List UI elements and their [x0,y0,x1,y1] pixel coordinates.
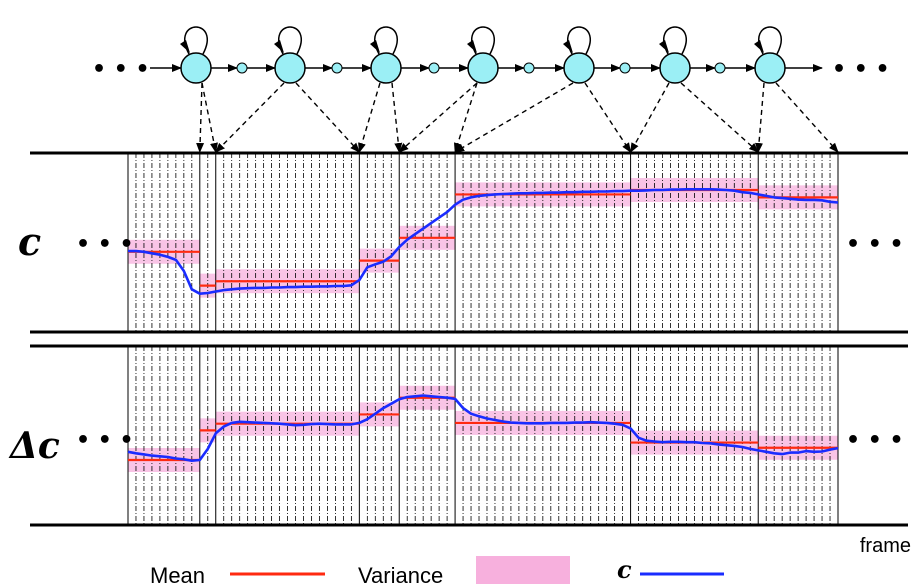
transition-node [428,62,440,74]
legend-c-label: c [617,555,632,584]
dc-left-ellipsis: • • • [76,428,134,453]
hmm-state-node [180,52,212,84]
legend: Mean Variance c [150,555,724,587]
emission-arrow [629,82,670,153]
transition-node [619,62,631,74]
transition-node [523,62,535,74]
emission-arrow [454,82,574,153]
emission-arrow [391,82,403,153]
hmm-state-node [563,52,595,84]
self-loop-arrowhead [563,40,573,53]
emission-arrow [775,82,839,153]
delta-c-row-label: Δc [8,425,60,467]
dc-right-ellipsis: • • • [846,428,904,453]
transition-node [236,62,248,74]
frame-axis-label: frame [860,535,911,557]
self-loop-arrowhead [754,40,764,53]
transition-node [714,62,726,74]
c-row-label: c [18,219,41,264]
legend-mean-label: Mean [150,563,205,587]
hmm-state-node [274,52,306,84]
self-loop-arrowhead [370,40,380,53]
legend-variance-swatch [476,556,570,584]
transition-node [331,62,343,74]
chain-right-ellipsis: • • • [832,57,890,82]
chain-left-ellipsis: • • • [92,57,150,82]
emission-arrow [584,82,632,153]
emission-arrow [201,82,218,153]
hmm-state-node [370,52,402,84]
hmm-state-node [754,52,786,84]
dc-trajectory [127,394,839,463]
c-panel [30,151,908,334]
self-loop-arrowhead [274,40,284,53]
delta-c-panel [30,344,908,527]
hmm-state-node [467,52,499,84]
emission-arrow [754,82,765,153]
emission-arrow [680,82,759,153]
hmm-state-chain [150,26,823,84]
c-left-ellipsis: • • • [76,232,134,257]
emission-arrow [358,82,381,153]
c-trajectory [128,188,839,296]
emission-arrows [196,82,839,153]
self-loop-arrowhead [659,40,669,53]
emission-arrow [196,82,205,153]
emission-arrow [453,82,478,153]
c-right-ellipsis: • • • [846,232,904,257]
self-loop-arrowhead [467,40,477,53]
emission-arrow [215,82,285,153]
self-loop-arrowhead [180,40,190,53]
hmm-state-node [659,52,691,84]
legend-variance-label: Variance [358,563,443,587]
emission-arrow [295,82,361,153]
